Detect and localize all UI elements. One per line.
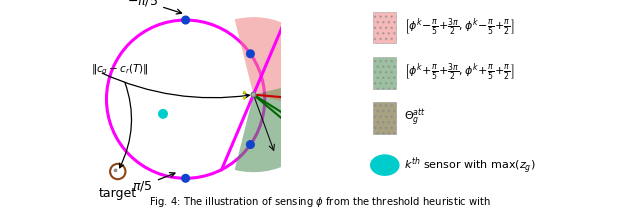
Circle shape (251, 92, 256, 97)
Text: $\|c_g - c_r(T)\|$: $\|c_g - c_r(T)\|$ (91, 62, 148, 168)
Text: $k^{th}$ sensor with $\max(z_g)$: $k^{th}$ sensor with $\max(z_g)$ (404, 155, 536, 176)
Circle shape (181, 16, 190, 24)
Circle shape (181, 174, 190, 183)
FancyBboxPatch shape (373, 57, 396, 89)
FancyBboxPatch shape (373, 12, 396, 43)
Circle shape (243, 91, 246, 94)
Text: Fig. 4: The illustration of sensing $\phi$ from the threshold heuristic with: Fig. 4: The illustration of sensing $\ph… (149, 195, 491, 209)
Circle shape (370, 154, 399, 176)
Text: $-\pi/5$: $-\pi/5$ (127, 0, 182, 14)
Text: $\Theta_g^{att}$: $\Theta_g^{att}$ (404, 107, 426, 129)
Circle shape (246, 140, 255, 149)
Wedge shape (235, 17, 329, 95)
Circle shape (246, 49, 255, 58)
Circle shape (243, 96, 246, 100)
Wedge shape (253, 76, 331, 113)
Wedge shape (235, 95, 329, 172)
Circle shape (114, 169, 117, 172)
Circle shape (158, 109, 168, 119)
Text: $\left[\phi^k\!+\!\frac{\pi}{5}\!+\!\frac{3\pi}{2},\phi^k\!+\!\frac{\pi}{5}\!+\!: $\left[\phi^k\!+\!\frac{\pi}{5}\!+\!\fra… (404, 62, 515, 84)
Text: $\left[\phi^k\!-\!\frac{\pi}{5}\!+\!\frac{3\pi}{2},\phi^k\!-\!\frac{\pi}{5}\!+\!: $\left[\phi^k\!-\!\frac{\pi}{5}\!+\!\fra… (404, 17, 515, 38)
Text: target: target (99, 187, 137, 200)
Text: $\pi/5$: $\pi/5$ (132, 173, 175, 193)
FancyBboxPatch shape (373, 102, 396, 134)
